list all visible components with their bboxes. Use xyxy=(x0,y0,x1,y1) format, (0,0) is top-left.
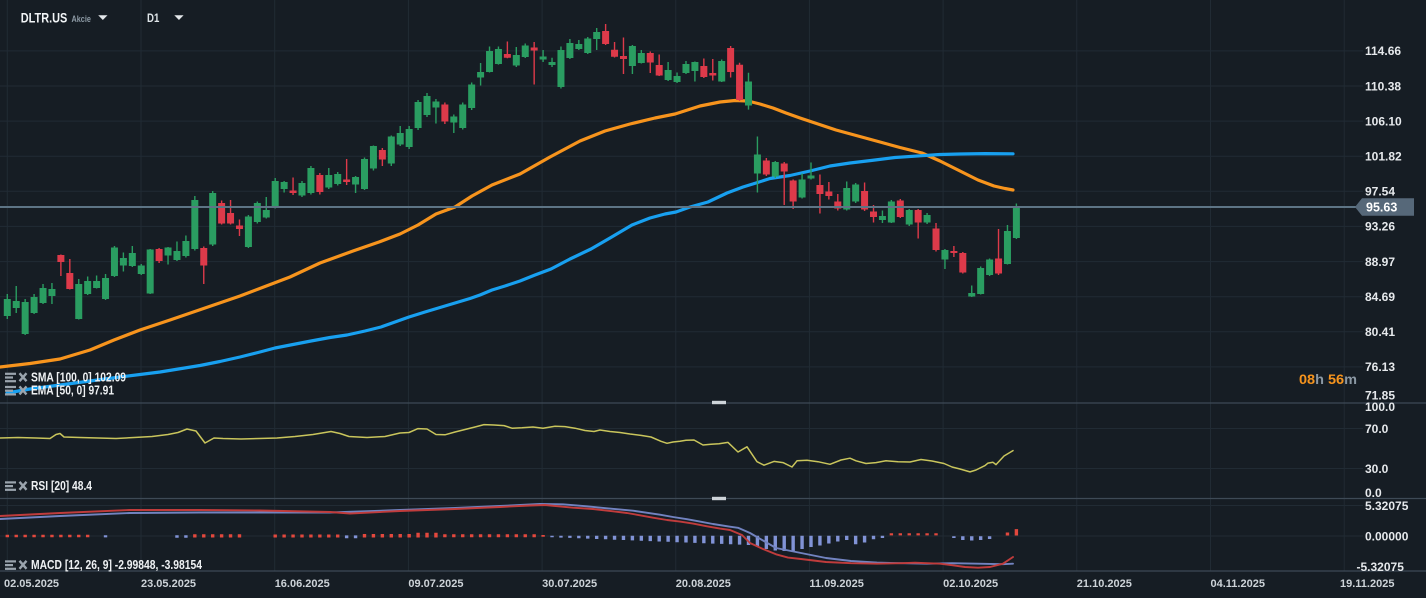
svg-text:11.09.2025: 11.09.2025 xyxy=(809,578,863,590)
svg-text:71.85: 71.85 xyxy=(1365,388,1395,402)
svg-text:95.63: 95.63 xyxy=(1366,201,1397,215)
svg-text:110.38: 110.38 xyxy=(1365,79,1401,93)
svg-text:5.32075: 5.32075 xyxy=(1365,499,1409,513)
svg-text:-5.32075: -5.32075 xyxy=(1357,560,1405,574)
svg-text:80.41: 80.41 xyxy=(1365,325,1395,339)
svg-text:101.82: 101.82 xyxy=(1365,150,1402,164)
svg-text:30.07.2025: 30.07.2025 xyxy=(542,578,597,590)
svg-text:84.69: 84.69 xyxy=(1365,290,1395,304)
svg-text:97.54: 97.54 xyxy=(1365,185,1395,199)
svg-text:114.66: 114.66 xyxy=(1365,44,1401,58)
svg-text:EMA [50, 0] 97.91: EMA [50, 0] 97.91 xyxy=(31,384,114,398)
svg-text:100.0: 100.0 xyxy=(1365,400,1395,414)
svg-text:0.00000: 0.00000 xyxy=(1365,529,1409,543)
svg-text:09.07.2025: 09.07.2025 xyxy=(408,578,463,590)
svg-text:88.97: 88.97 xyxy=(1365,255,1395,269)
svg-text:21.10.2025: 21.10.2025 xyxy=(1077,578,1132,590)
svg-text:16.06.2025: 16.06.2025 xyxy=(275,578,330,590)
svg-text:20.08.2025: 20.08.2025 xyxy=(676,578,731,590)
svg-text:76.13: 76.13 xyxy=(1365,360,1395,374)
svg-text:D1: D1 xyxy=(147,13,160,25)
svg-text:DLTR.US: DLTR.US xyxy=(21,10,68,26)
svg-text:93.26: 93.26 xyxy=(1365,220,1395,234)
svg-text:106.10: 106.10 xyxy=(1365,114,1402,128)
svg-text:08h 56m: 08h 56m xyxy=(1299,372,1357,387)
svg-text:70.0: 70.0 xyxy=(1365,422,1389,436)
svg-text:RSI [20] 48.4: RSI [20] 48.4 xyxy=(31,479,92,493)
svg-text:19.11.2025: 19.11.2025 xyxy=(1340,578,1394,590)
svg-text:Akcie: Akcie xyxy=(72,14,91,25)
svg-text:0.0: 0.0 xyxy=(1365,486,1382,500)
svg-text:04.11.2025: 04.11.2025 xyxy=(1211,578,1265,590)
svg-text:02.05.2025: 02.05.2025 xyxy=(4,578,59,590)
svg-text:23.05.2025: 23.05.2025 xyxy=(141,578,196,590)
svg-text:30.0: 30.0 xyxy=(1365,462,1389,476)
svg-text:MACD [12, 26, 9] -2.99848, -3.: MACD [12, 26, 9] -2.99848, -3.98154 xyxy=(31,558,202,572)
svg-text:SMA [100, 0] 102.09: SMA [100, 0] 102.09 xyxy=(31,370,126,384)
svg-text:02.10.2025: 02.10.2025 xyxy=(943,578,998,590)
